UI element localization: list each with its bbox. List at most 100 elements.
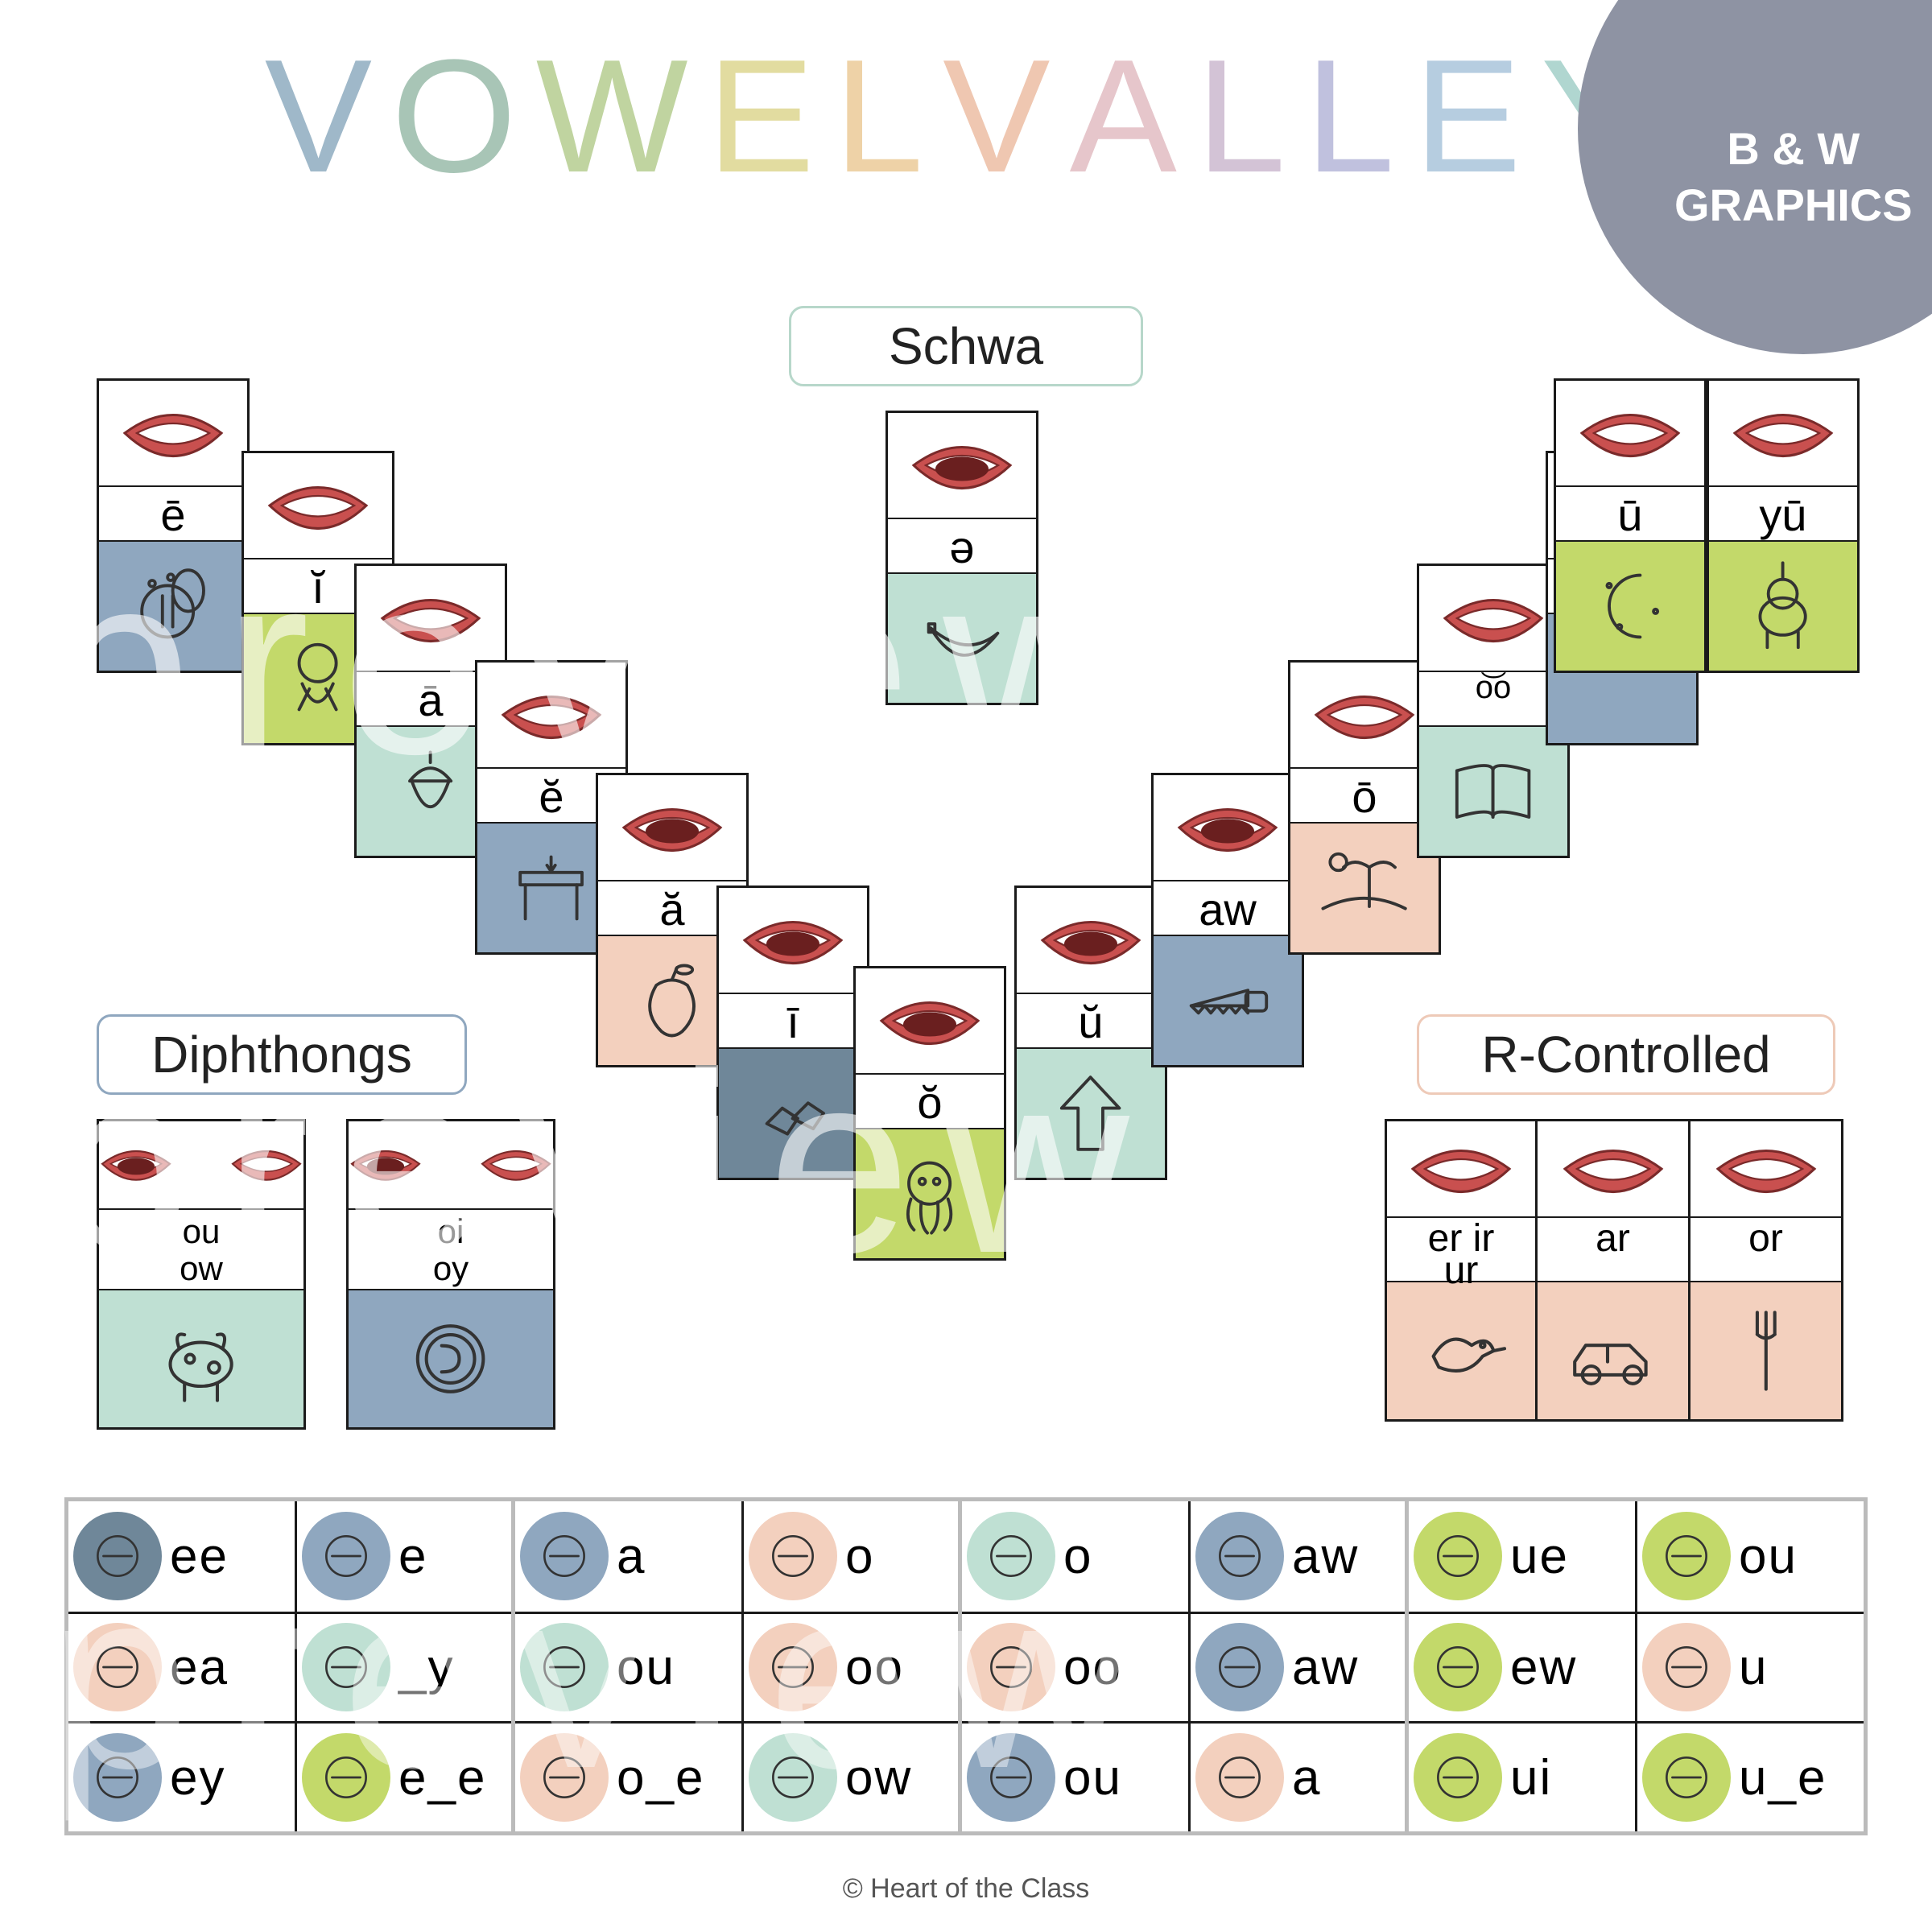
mouth-icon xyxy=(1538,1121,1688,1218)
pattern-picture-icon xyxy=(520,1623,609,1711)
vowel-card-u-long: ū xyxy=(1554,378,1707,673)
pattern-cell: e xyxy=(295,1501,523,1612)
pattern-text: aw xyxy=(1292,1528,1359,1585)
pattern-picture-icon xyxy=(1642,1623,1731,1711)
vowel-card-o-short: ŏ xyxy=(853,966,1006,1261)
pattern-picture-icon xyxy=(1195,1623,1284,1711)
pattern-text: oo xyxy=(845,1639,904,1696)
pattern-picture-icon xyxy=(520,1512,609,1600)
pattern-text: u_e xyxy=(1739,1749,1827,1806)
pattern-picture-icon xyxy=(1195,1733,1284,1822)
pattern-cell: ou xyxy=(1635,1501,1864,1612)
picture-icon xyxy=(1690,1282,1841,1419)
rcontrolled-glyph: or xyxy=(1690,1218,1841,1282)
pattern-cell: u xyxy=(1635,1614,1864,1722)
diphthong-card-oi-oy: oioy xyxy=(346,1119,555,1430)
diphthong-card-ou-ow: ouow xyxy=(97,1119,306,1430)
picture-icon xyxy=(1419,727,1567,856)
picture-icon xyxy=(99,1290,303,1427)
rcontrolled-glyph: er irur xyxy=(1387,1218,1535,1282)
vowel-glyph: ŏ xyxy=(856,1073,1004,1129)
mouth-icon xyxy=(888,413,1036,518)
vowel-card-schwa: ə xyxy=(886,411,1038,705)
picture-icon xyxy=(888,574,1036,703)
pattern-text: oo xyxy=(1063,1639,1122,1696)
pattern-text: o xyxy=(845,1528,874,1585)
pattern-cell: o xyxy=(741,1501,970,1612)
pattern-cell: ea xyxy=(68,1614,295,1722)
pattern-picture-icon xyxy=(73,1623,162,1711)
vowel-glyph: ī xyxy=(719,993,867,1049)
pattern-text: ee xyxy=(170,1528,229,1585)
pattern-cell: o_e xyxy=(515,1724,741,1831)
pattern-text: ui xyxy=(1510,1749,1552,1806)
rcontrolled-label: R-Controlled xyxy=(1417,1014,1835,1095)
rcontrolled-card-ar: ar xyxy=(1538,1119,1690,1422)
mouth-transition xyxy=(349,1121,553,1210)
rcontrolled-card-or: or xyxy=(1690,1119,1843,1422)
pattern-cell: ee xyxy=(68,1501,295,1612)
pattern-cell: ew xyxy=(1409,1614,1635,1722)
pattern-text: o xyxy=(1063,1528,1092,1585)
pattern-text: ow xyxy=(845,1749,912,1806)
mouth-icon xyxy=(856,968,1004,1073)
mouth-icon xyxy=(1154,775,1302,880)
pattern-picture-icon xyxy=(749,1623,837,1711)
diphthongs-label: Diphthongs xyxy=(97,1014,467,1095)
pattern-picture-icon xyxy=(749,1512,837,1600)
vowel-glyph: ē xyxy=(99,485,247,542)
pattern-sheet: eeeea_yeye_e xyxy=(64,1497,527,1835)
pattern-picture-icon xyxy=(967,1512,1055,1600)
pattern-cell: ow xyxy=(741,1724,970,1831)
mouth-icon xyxy=(719,888,867,993)
copyright-footer: © Heart of the Class xyxy=(0,1873,1932,1905)
vowel-card-u-short: ŭ xyxy=(1014,886,1167,1180)
pattern-text: e_e xyxy=(398,1749,486,1806)
pattern-cell: o xyxy=(962,1501,1188,1612)
pattern-picture-icon xyxy=(302,1623,390,1711)
pattern-cell: ey xyxy=(68,1724,295,1831)
vowel-card-i-long: ī xyxy=(716,886,869,1180)
vowel-glyph: aw xyxy=(1154,880,1302,936)
rcontrolled-card-er: er irur xyxy=(1385,1119,1538,1422)
picture-icon xyxy=(719,1049,867,1178)
vowel-card-e-long: ē xyxy=(97,378,250,673)
pattern-cell: aw xyxy=(1188,1614,1417,1722)
pattern-text: ou xyxy=(617,1639,675,1696)
rcontrolled-group: er irur ar or xyxy=(1385,1119,1843,1422)
pattern-picture-icon xyxy=(520,1733,609,1822)
picture-icon xyxy=(1017,1049,1165,1178)
pattern-sheet: ueouew u ui u_e xyxy=(1405,1497,1868,1835)
pattern-text: u xyxy=(1739,1639,1768,1696)
vowel-card-aw: aw xyxy=(1151,773,1304,1067)
pattern-picture-icon xyxy=(1414,1623,1502,1711)
picture-icon xyxy=(1387,1282,1535,1419)
pattern-cell: ue xyxy=(1409,1501,1635,1612)
pattern-picture-icon xyxy=(1414,1733,1502,1822)
pattern-text: e xyxy=(398,1528,427,1585)
pattern-picture-icon xyxy=(967,1623,1055,1711)
pattern-text: o_e xyxy=(617,1749,704,1806)
picture-icon xyxy=(1538,1282,1688,1419)
picture-icon xyxy=(1556,542,1704,671)
pattern-picture-icon xyxy=(73,1733,162,1822)
pattern-picture-icon xyxy=(967,1733,1055,1822)
pattern-picture-icon xyxy=(302,1512,390,1600)
pattern-picture-icon xyxy=(1642,1733,1731,1822)
pattern-text: ou xyxy=(1063,1749,1122,1806)
pattern-sheet: aoouooo_eow xyxy=(511,1497,974,1835)
pattern-picture-icon xyxy=(1414,1512,1502,1600)
pattern-text: aw xyxy=(1292,1639,1359,1696)
vowel-glyph: ə xyxy=(888,518,1036,574)
schwa-label: Schwa xyxy=(789,306,1143,386)
picture-icon xyxy=(1709,542,1857,671)
pattern-sheet: oawooawoua xyxy=(958,1497,1421,1835)
vowel-glyph: yū xyxy=(1709,485,1857,542)
badge-line-1: B & W xyxy=(1674,121,1913,177)
pattern-picture-icon xyxy=(1195,1512,1284,1600)
pattern-picture-icon xyxy=(749,1733,837,1822)
pattern-text: ey xyxy=(170,1749,225,1806)
diphthong-glyph: ouow xyxy=(99,1210,303,1290)
pattern-text: _y xyxy=(398,1639,454,1696)
pattern-picture-icon xyxy=(302,1733,390,1822)
